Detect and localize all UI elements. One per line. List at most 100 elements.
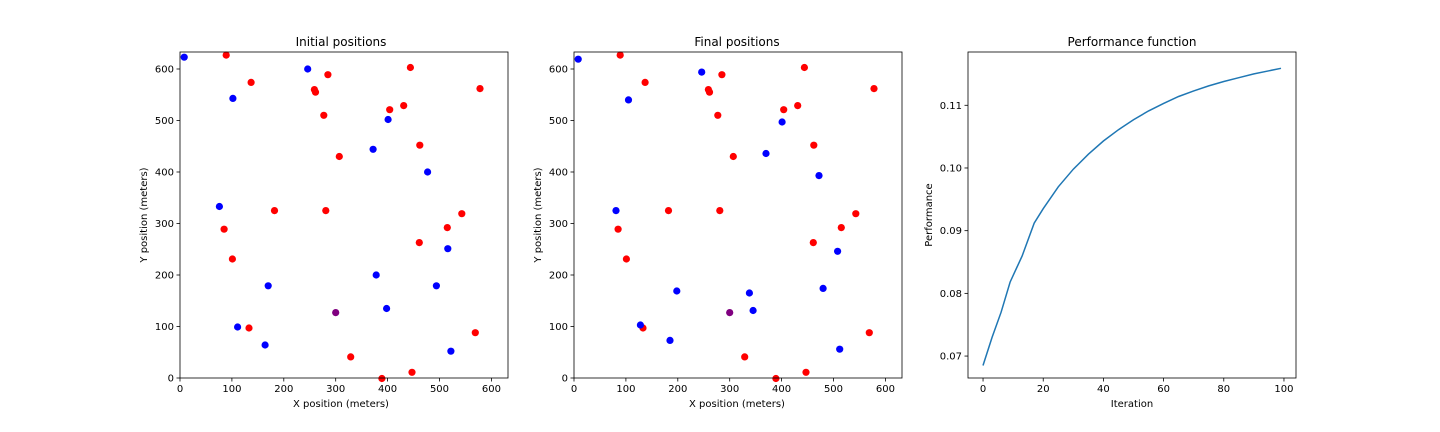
data-point: [718, 71, 726, 79]
data-point: [400, 102, 408, 110]
y-axis-label: Y position (meters): [533, 167, 544, 263]
data-point: [800, 63, 809, 72]
x-tick-label: 600: [876, 384, 895, 395]
chart-title: Performance function: [1068, 35, 1197, 49]
x-tick-label: 100: [1274, 384, 1293, 395]
data-point: [780, 106, 788, 114]
data-point: [335, 152, 343, 161]
initial-positions-panel: Initial positions X position (meters) Y …: [139, 35, 509, 410]
data-point: [444, 245, 452, 253]
data-point: [778, 118, 786, 126]
data-point: [311, 88, 320, 96]
data-point: [641, 78, 649, 86]
data-point: [726, 309, 734, 317]
data-point: [673, 287, 681, 295]
axes-frame: [179, 51, 509, 379]
data-point: [729, 152, 737, 161]
x-axis-label: Iteration: [1111, 399, 1153, 410]
y-axis-label: Y position (meters): [139, 167, 150, 263]
x-tick-label: 200: [274, 384, 293, 395]
data-point: [447, 347, 455, 355]
data-point: [471, 329, 479, 337]
data-point: [716, 207, 724, 215]
x-tick-label: 500: [824, 384, 843, 395]
y-tick-label: 100: [155, 322, 174, 333]
x-tick-label: 300: [326, 384, 345, 395]
data-point: [424, 168, 432, 176]
data-point: [705, 88, 714, 96]
y-tick-label: 0: [168, 374, 174, 385]
data-point: [624, 96, 633, 104]
data-point: [741, 353, 749, 361]
data-point: [234, 323, 242, 331]
data-point: [698, 68, 706, 76]
data-point: [870, 85, 878, 93]
data-point: [384, 115, 392, 124]
data-point: [320, 111, 328, 119]
y-tick-label: 0.07: [940, 352, 962, 363]
y-tick-label: 300: [155, 219, 174, 230]
x-tick-label: 400: [378, 384, 397, 395]
x-tick-label: 200: [668, 384, 687, 395]
data-point: [612, 207, 620, 215]
axes-frame: [967, 51, 1297, 379]
data-point: [772, 374, 780, 383]
data-point: [369, 145, 377, 153]
x-tick-label: 0: [571, 384, 577, 395]
data-point: [383, 304, 391, 313]
final-positions-panel: Final positions X position (meters) Y po…: [533, 35, 903, 410]
data-point: [802, 368, 810, 376]
x-tick-label: 80: [1217, 384, 1230, 395]
data-point: [415, 239, 423, 247]
x-tick-label: 100: [616, 384, 635, 395]
data-point: [614, 225, 622, 233]
data-point: [837, 224, 845, 232]
performance-function-panel: Performance function Iteration Performan…: [924, 35, 1297, 410]
x-tick-label: 600: [482, 384, 501, 395]
x-tick-label: 20: [1037, 384, 1050, 395]
data-point: [574, 55, 582, 63]
x-tick-label: 0: [980, 384, 986, 395]
data-point: [245, 324, 253, 332]
data-point: [762, 149, 770, 158]
data-point: [622, 255, 631, 263]
data-point: [819, 284, 827, 292]
y-tick-label: 400: [155, 167, 174, 178]
data-point: [372, 271, 380, 279]
series-line: [982, 67, 1282, 366]
data-point: [865, 329, 873, 337]
x-tick-label: 400: [772, 384, 791, 395]
data-point: [229, 94, 237, 102]
data-point: [220, 225, 228, 233]
x-tick-label: 500: [430, 384, 449, 395]
x-axis-label: X position (meters): [293, 399, 389, 410]
x-axis-label: X position (meters): [689, 399, 785, 410]
x-tick-label: 40: [1097, 384, 1110, 395]
data-point: [809, 239, 817, 247]
data-point: [616, 51, 624, 59]
data-point: [270, 207, 279, 215]
data-point: [406, 63, 414, 72]
data-point: [815, 172, 823, 180]
data-point: [416, 141, 424, 149]
data-point: [636, 321, 645, 329]
y-tick-label: 0: [562, 374, 568, 385]
data-point: [714, 111, 722, 119]
data-point: [180, 53, 188, 61]
data-point: [664, 207, 673, 215]
y-tick-label: 600: [549, 64, 568, 75]
chart-title: Final positions: [694, 35, 779, 49]
y-tick-label: 0.08: [940, 289, 962, 300]
data-point: [794, 102, 802, 110]
data-point: [408, 368, 416, 376]
y-tick-label: 200: [549, 270, 568, 281]
data-point: [264, 282, 272, 290]
data-point: [458, 210, 466, 218]
y-tick-label: 500: [155, 116, 174, 127]
y-tick-label: 300: [549, 219, 568, 230]
data-point: [836, 345, 844, 353]
data-point: [247, 78, 255, 86]
data-point: [347, 353, 355, 361]
data-point: [304, 65, 312, 73]
